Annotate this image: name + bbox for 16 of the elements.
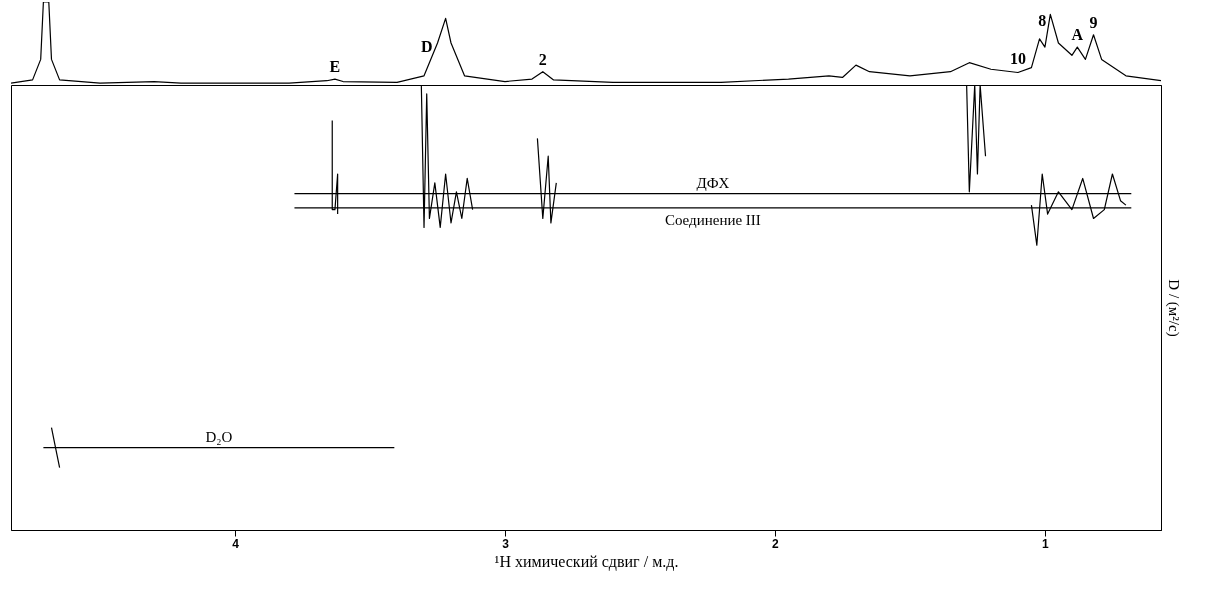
x-tick-label: 3 [502, 536, 510, 551]
x-axis-title: ¹H химический сдвиг / м.д. [494, 552, 679, 571]
series-label: Соединение III [664, 211, 761, 228]
annotation: 10 [1009, 49, 1026, 67]
x-tick-label: 4 [232, 536, 240, 551]
annotation: A [1071, 26, 1084, 44]
y-axis-title: D / (м²/с) [1164, 279, 1182, 337]
series-label: D₂O [205, 428, 233, 445]
annotation: D [420, 38, 433, 56]
series-label: ДФХ [696, 174, 730, 191]
annotation: 8 [1038, 12, 1047, 30]
x-tick-label: 2 [772, 536, 780, 551]
annotation: 9 [1089, 13, 1098, 31]
annotation: E [329, 58, 341, 76]
annotation: 2 [538, 50, 547, 68]
x-tick-label: 1 [1042, 536, 1050, 551]
